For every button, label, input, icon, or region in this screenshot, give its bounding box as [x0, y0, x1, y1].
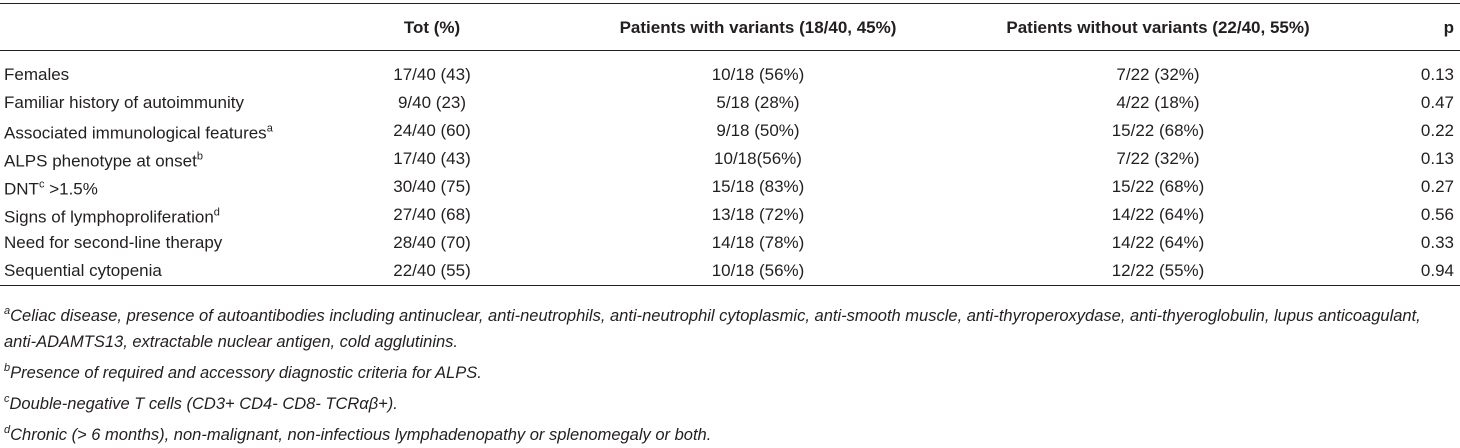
footnote-text: Double-negative T cells (CD3+ CD4- CD8- … [9, 395, 398, 413]
footnote-text: Celiac disease, presence of autoantibodi… [4, 307, 1421, 351]
table-cell: 12/22 (55%) [1111, 261, 1205, 280]
footnote: cDouble-negative T cells (CD3+ CD4- CD8-… [4, 386, 1456, 417]
table-cell: 24/40 (60) [393, 121, 471, 140]
footnote-marker: b [4, 362, 11, 374]
table-cell: 7/22 (32%) [1116, 65, 1200, 84]
table-cell: 4/22 (18%) [1116, 93, 1200, 112]
table-cell: 30/40 (75) [393, 177, 471, 196]
table-cell: 0.27 [1420, 177, 1454, 196]
footnote-marker: b [196, 150, 203, 163]
row-label-text: >1.5% [49, 179, 98, 199]
footnote-marker: a [266, 122, 273, 135]
table-cell: 15/22 (68%) [1111, 121, 1205, 140]
row-label: Signs of lymphoproliferationd [4, 203, 220, 228]
footnote: dChronic (> 6 months), non-malignant, no… [4, 417, 1456, 448]
row-label-text: Females [4, 65, 70, 84]
table-cell: 0.22 [1420, 121, 1454, 140]
table-cell: 0.94 [1420, 261, 1454, 280]
table-cell: 27/40 (68) [393, 205, 471, 224]
column-header: Patients with variants (18/40, 45%) [619, 18, 897, 37]
table-cell: 9/40 (23) [397, 93, 467, 112]
row-label: DNTc >1.5% [4, 175, 98, 200]
column-header: p [1443, 18, 1454, 37]
top-rule [0, 3, 1460, 4]
row-label-text: ALPS phenotype at onset [4, 151, 197, 171]
footnote-text: Chronic (> 6 months), non-malignant, non… [10, 426, 712, 444]
header-rule [0, 50, 1460, 51]
column-header: Patients without variants (22/40, 55%) [1006, 18, 1310, 37]
row-label-text: Sequential cytopenia [4, 261, 162, 280]
row-label: Need for second-line therapy [4, 233, 222, 253]
table-cell: 13/18 (72%) [711, 205, 805, 224]
table-cell: 15/18 (83%) [711, 177, 805, 196]
table-cell: 10/18 (56%) [711, 65, 805, 84]
footnote-text: Presence of required and accessory diagn… [10, 364, 482, 382]
row-label: ALPS phenotype at onsetb [4, 147, 203, 172]
bottom-rule [0, 285, 1460, 286]
row-label: Sequential cytopenia [4, 261, 162, 281]
footnote-marker: d [213, 206, 220, 219]
footnote-marker: a [4, 305, 11, 317]
column-header: Tot (%) [403, 18, 461, 37]
table-cell: 0.13 [1420, 149, 1454, 168]
table-cell: 10/18(56%) [714, 149, 802, 168]
table-cell: 22/40 (55) [393, 261, 471, 280]
row-label-text: DNT [4, 179, 39, 199]
table-cell: 0.13 [1420, 65, 1454, 84]
row-label-text: Signs of lymphoproliferation [4, 207, 214, 227]
table-cell: 9/18 (50%) [716, 121, 800, 140]
table-cell: 0.56 [1420, 205, 1454, 224]
table-cell: 14/18 (78%) [711, 233, 805, 252]
row-label: Associated immunological featuresa [4, 119, 273, 144]
row-label-text: Need for second-line therapy [4, 233, 223, 252]
footnote-marker: c [38, 178, 45, 191]
table-cell: 0.33 [1420, 233, 1454, 252]
footnote-marker: c [4, 393, 10, 405]
row-label: Females [4, 65, 69, 85]
row-label-text: Associated immunological features [4, 123, 267, 143]
row-label-text: Familiar history of autoimmunity [4, 93, 244, 112]
table-cell: 5/18 (28%) [716, 93, 800, 112]
table-cell: 14/22 (64%) [1111, 233, 1205, 252]
footnotes: aCeliac disease, presence of autoantibod… [4, 298, 1456, 448]
table-cell: 15/22 (68%) [1111, 177, 1205, 196]
table-cell: 14/22 (64%) [1111, 205, 1205, 224]
table-cell: 10/18 (56%) [711, 261, 805, 280]
table-cell: 0.47 [1420, 93, 1454, 112]
table-cell: 28/40 (70) [393, 233, 471, 252]
footnote: bPresence of required and accessory diag… [4, 355, 1456, 386]
row-label: Familiar history of autoimmunity [4, 93, 244, 113]
page: aCeliac disease, presence of autoantibod… [0, 3, 1460, 444]
table-cell: 17/40 (43) [393, 65, 471, 84]
footnote: aCeliac disease, presence of autoantibod… [4, 298, 1456, 355]
table-cell: 7/22 (32%) [1116, 149, 1200, 168]
table-cell: 17/40 (43) [393, 149, 471, 168]
